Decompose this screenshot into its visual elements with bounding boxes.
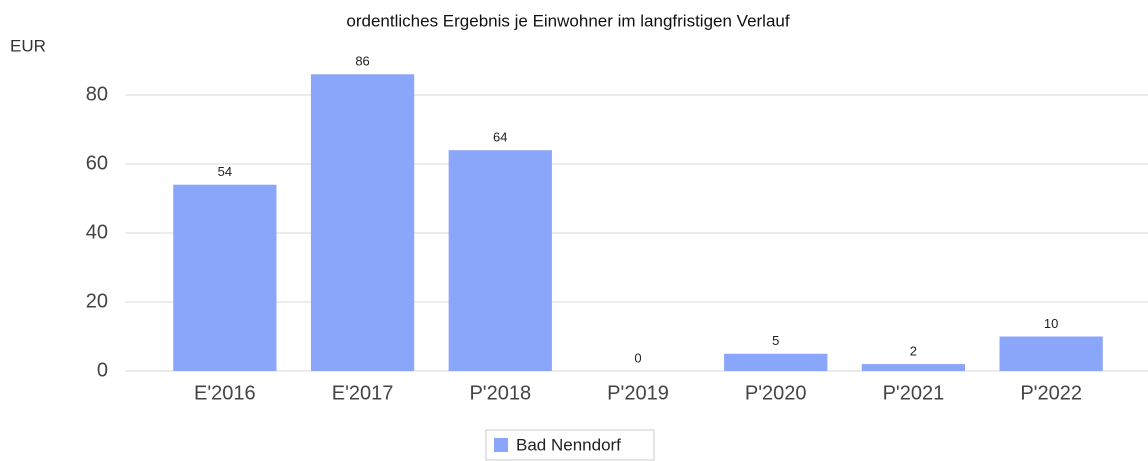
y-tick-label: 0: [97, 359, 108, 381]
x-tick-label: P'2018: [469, 382, 531, 404]
bar: [448, 150, 552, 371]
y-axis-label: EUR: [10, 36, 46, 55]
data-label: 0: [634, 350, 641, 365]
x-tick-label: P'2020: [745, 382, 807, 404]
x-tick-label: P'2021: [883, 382, 945, 404]
data-label: 2: [910, 344, 917, 359]
data-label: 64: [493, 130, 507, 145]
bar: [999, 336, 1103, 371]
data-label: 5: [772, 333, 779, 348]
legend-box: [485, 429, 655, 461]
bar: [724, 353, 828, 371]
y-tick-label: 80: [86, 83, 108, 105]
bar: [861, 364, 966, 371]
chart-title: ordentliches Ergebnis je Einwohner im la…: [346, 11, 789, 30]
data-label: 10: [1044, 316, 1058, 331]
x-tick-label: P'2022: [1020, 382, 1082, 404]
x-tick-label: P'2019: [607, 382, 669, 404]
data-label: 54: [218, 164, 232, 179]
legend-swatch: [494, 438, 508, 452]
legend-label: Bad Nenndorf: [516, 435, 621, 454]
data-label: 86: [355, 54, 369, 69]
y-tick-label: 40: [86, 221, 108, 243]
y-tick-label: 60: [86, 152, 108, 174]
x-tick-label: E'2017: [332, 382, 394, 404]
bar: [310, 74, 415, 372]
x-tick-label: E'2016: [194, 382, 256, 404]
bar: [173, 184, 277, 371]
y-tick-label: 20: [86, 290, 108, 312]
